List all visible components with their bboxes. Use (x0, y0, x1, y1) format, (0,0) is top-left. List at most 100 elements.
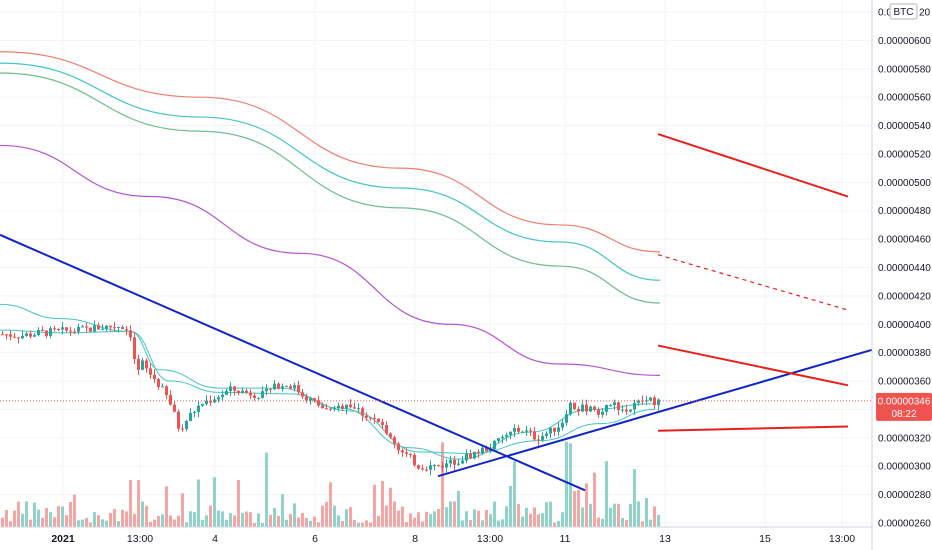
last-price-label: 0.00000346 (878, 396, 931, 407)
volume-bar (457, 490, 460, 527)
candle-body (477, 451, 480, 454)
volume-bar (441, 442, 444, 527)
volume-bar (341, 521, 344, 527)
time-axis-ticks: 2021 13:00 4 6 8 13:00 11 13 15 13:00 (51, 533, 855, 545)
trend-line[interactable] (657, 133, 849, 198)
candle-body (465, 453, 468, 461)
volume-bar (329, 482, 332, 527)
price-axis[interactable]: 0.00000600 0.00000580 0.00000560 0.00000540… (871, 0, 932, 550)
volume-bar (13, 510, 16, 527)
volume-bar (273, 508, 276, 527)
volume-bar (509, 486, 512, 527)
volume-bar (333, 505, 336, 527)
volume-bar (485, 509, 488, 527)
candle-body (89, 327, 92, 332)
candle-body (257, 397, 260, 399)
price-axis-background (872, 0, 932, 550)
volume-bar (197, 479, 200, 527)
moving-average-line (0, 72, 661, 304)
trend-line[interactable] (657, 254, 849, 311)
candle-body (389, 433, 392, 438)
candle-body (81, 326, 84, 328)
candle-body (285, 385, 288, 387)
volume-bar (161, 514, 164, 527)
candle-body (17, 337, 20, 339)
candle-body (209, 400, 212, 403)
volume-bar (461, 520, 464, 527)
volume-bar (589, 503, 592, 527)
volume-bar (297, 517, 300, 527)
volume-bar (169, 515, 172, 527)
moving-average-line (0, 51, 661, 253)
candle-body (197, 405, 200, 413)
volume-bar (365, 520, 368, 527)
volume-bar (613, 503, 616, 527)
currency-label: BTC (894, 7, 914, 18)
volume-bar (625, 519, 628, 527)
candle-body (241, 390, 244, 394)
candle-body (481, 447, 484, 454)
last-price-box (876, 392, 932, 421)
candle-body (289, 385, 292, 389)
volume-bar (377, 515, 380, 527)
trend-line[interactable] (657, 425, 849, 432)
candle-body (73, 331, 76, 333)
volume-bar (481, 520, 484, 527)
candle-body (293, 385, 296, 389)
candle-body (149, 368, 152, 375)
volume-bar (517, 504, 520, 527)
candle-body (501, 436, 504, 439)
time-axis[interactable]: 2021 13:00 4 6 8 13:00 11 13 15 13:00 (0, 526, 872, 545)
candle-body (281, 386, 284, 389)
volume-bar (497, 520, 500, 527)
volume-bar (189, 511, 192, 527)
candle-body (637, 400, 640, 403)
candle-body (541, 435, 544, 441)
trend-line[interactable] (657, 344, 849, 387)
last-price-badge: 0.00000346 08:22 (876, 392, 932, 421)
volume-bar (69, 501, 72, 527)
time-tick-label: 6 (312, 533, 318, 545)
volume-bar (617, 503, 620, 527)
candle-body (421, 468, 424, 470)
volume-bars (1, 441, 660, 527)
candle-body (525, 430, 528, 432)
price-tick-label: 0.00000260 (878, 519, 931, 530)
volume-bar (109, 513, 112, 527)
volume-bar (33, 502, 36, 527)
candle-body (313, 398, 316, 401)
candle-body (405, 452, 408, 454)
volume-bar (181, 493, 184, 527)
candle-body (317, 400, 320, 406)
candle-body (341, 405, 344, 409)
price-tick-label: 0.00000520 (878, 149, 931, 160)
candle-body (217, 397, 220, 400)
candle-body (65, 327, 68, 331)
candle-body (145, 360, 148, 369)
volume-bar (93, 512, 96, 527)
volume-bar (117, 521, 120, 527)
volume-bar (325, 501, 328, 527)
currency-badge[interactable]: BTC (889, 3, 918, 20)
trend-line[interactable] (437, 348, 872, 478)
candle-body (445, 463, 448, 468)
currency-badge-box (889, 3, 918, 20)
moving-average-line (0, 62, 661, 281)
time-tick-label: 11 (560, 533, 571, 545)
candle-body (369, 417, 372, 419)
time-tick-label: 13 (659, 533, 671, 545)
volume-bar (569, 443, 572, 527)
volume-bar (453, 501, 456, 527)
time-tick-label: 13:00 (477, 533, 503, 545)
volume-bar (301, 512, 304, 527)
volume-bar (221, 511, 224, 527)
candle-body (61, 327, 64, 330)
candle-body (365, 415, 368, 418)
trend-line[interactable] (0, 233, 586, 492)
trend-lines[interactable] (0, 133, 872, 492)
volume-bar (397, 510, 400, 527)
volume-bar (585, 483, 588, 527)
volume-bar (381, 480, 384, 527)
